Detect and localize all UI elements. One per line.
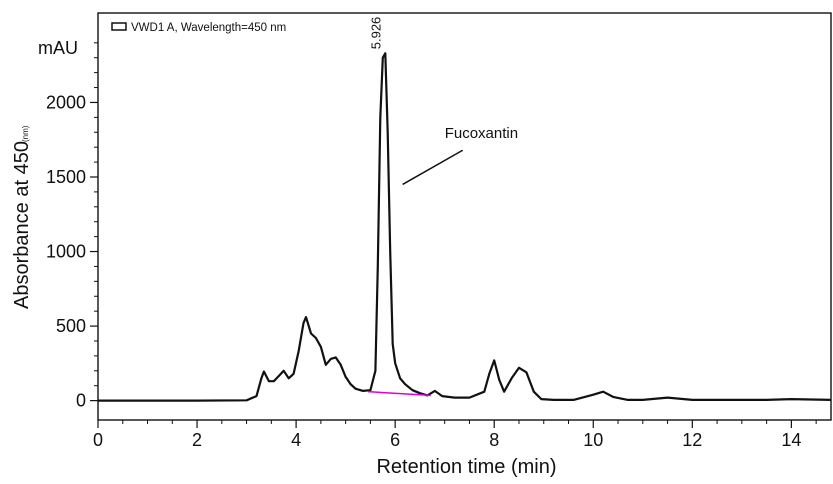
x-tick-label: 6 xyxy=(390,430,400,450)
y-tick-label: 0 xyxy=(76,391,86,411)
y-unit-label: mAU xyxy=(38,38,78,58)
x-axis-ticks: 0 2 4 6 8 10 12 14 xyxy=(93,420,817,450)
plot-frame xyxy=(97,12,832,421)
y-tick-label: 1000 xyxy=(46,242,86,262)
fucoxantin-label: Fucoxantin xyxy=(445,125,518,142)
integration-baseline xyxy=(367,390,431,397)
series-layer xyxy=(98,52,832,402)
legend: VWD1 A, Wavelength=450 nm xyxy=(111,22,286,34)
chromatogram-trace xyxy=(98,52,832,402)
fucoxantin-pointer-line xyxy=(402,149,464,186)
y-tick-label: 2000 xyxy=(46,92,86,112)
x-tick-label: 10 xyxy=(583,430,603,450)
y-axis-ticks: 0 500 1000 1500 2000 xyxy=(46,42,98,411)
x-tick-label: 8 xyxy=(489,430,499,450)
y-axis-title-unit: (nm) xyxy=(21,125,30,142)
x-tick-label: 4 xyxy=(291,430,301,450)
x-tick-label: 2 xyxy=(192,430,202,450)
y-tick-label: 500 xyxy=(56,316,86,336)
x-tick-label: 12 xyxy=(682,430,702,450)
y-axis-title-group: Absorbance at 450 (nm) xyxy=(11,125,33,309)
legend-swatch xyxy=(111,22,127,31)
y-axis-title: Absorbance at 450 xyxy=(11,141,33,309)
y-tick-label: 1500 xyxy=(46,167,86,187)
legend-label: VWD1 A, Wavelength=450 nm xyxy=(131,22,286,34)
x-tick-label: 14 xyxy=(781,430,801,450)
peak-retention-label: 5.926 xyxy=(368,17,383,50)
x-axis-title: Retention time (min) xyxy=(376,456,556,478)
x-tick-label: 0 xyxy=(93,430,103,450)
